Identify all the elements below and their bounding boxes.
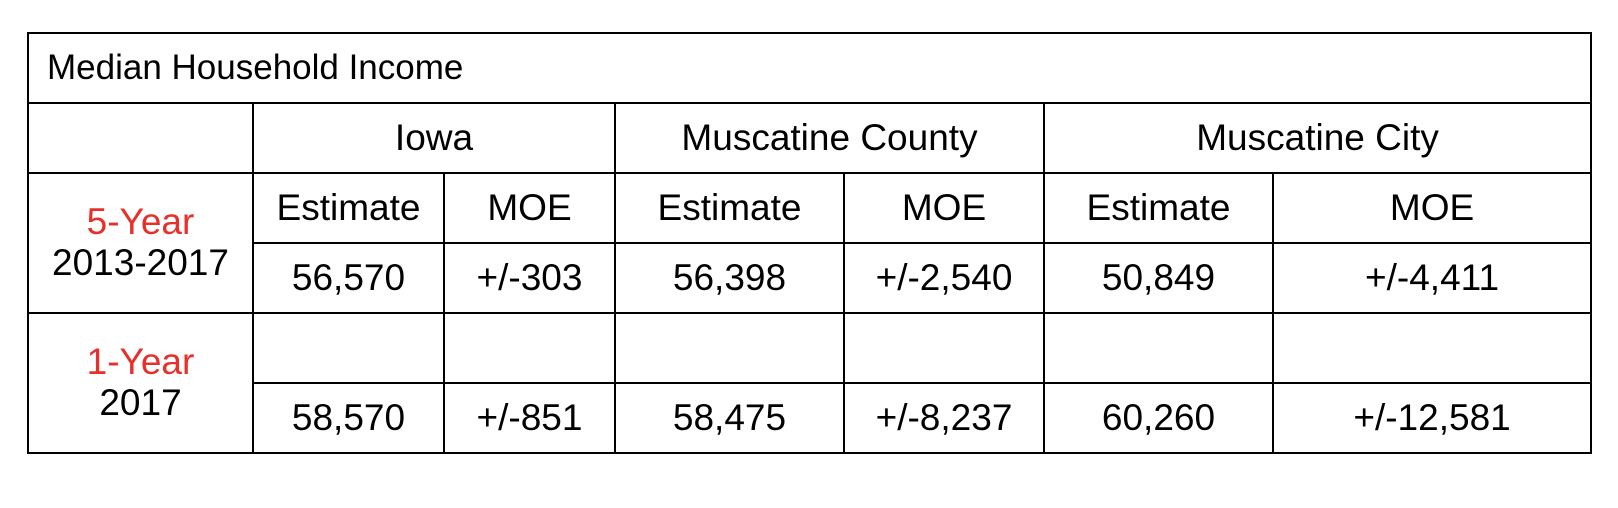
table-row: 56,570 +/-303 56,398 +/-2,540 50,849 +/-… bbox=[28, 242, 1593, 314]
column-header-row: 5-Year 2013-2017 Estimate MOE Estimate M… bbox=[27, 172, 1593, 314]
region-header-iowa: Iowa bbox=[252, 102, 616, 174]
period-label: 5-Year bbox=[86, 201, 195, 243]
empty-cell bbox=[443, 312, 616, 384]
column-header-moe: MOE bbox=[843, 172, 1045, 244]
period-cell-1-year: 1-Year 2017 bbox=[27, 312, 254, 454]
period-cell-5-year: 5-Year 2013-2017 bbox=[27, 172, 254, 314]
region-header-row: Iowa Muscatine County Muscatine City bbox=[27, 102, 1593, 174]
estimate-cell: 56,398 bbox=[614, 242, 845, 314]
estimate-cell: 56,570 bbox=[252, 242, 445, 314]
estimate-cell: 50,849 bbox=[1043, 242, 1274, 314]
column-header-estimate: Estimate bbox=[1043, 172, 1274, 244]
empty-cell bbox=[252, 312, 445, 384]
table-title: Median Household Income bbox=[26, 32, 1593, 104]
table-row: 58,570 +/-851 58,475 +/-8,237 60,260 +/-… bbox=[28, 382, 1593, 454]
region-header-muscatine-county: Muscatine County bbox=[614, 102, 1045, 174]
moe-cell: +/-4,411 bbox=[1271, 242, 1593, 314]
moe-cell: +/-851 bbox=[443, 382, 616, 454]
period-years: 2017 bbox=[99, 382, 182, 423]
estimate-cell: 58,570 bbox=[252, 382, 445, 454]
corner-cell bbox=[27, 102, 254, 174]
empty-cell bbox=[843, 312, 1045, 384]
moe-cell: +/-303 bbox=[443, 242, 616, 314]
estimate-cell: 60,260 bbox=[1043, 382, 1274, 454]
column-header-estimate: Estimate bbox=[614, 172, 845, 244]
period-years: 2013-2017 bbox=[52, 242, 229, 283]
empty-cell bbox=[1271, 312, 1593, 384]
column-header-estimate: Estimate bbox=[252, 172, 445, 244]
title-row: Median Household Income bbox=[26, 32, 1593, 104]
income-table: Median Household Income Iowa Muscatine C… bbox=[26, 32, 1593, 454]
estimate-cell: 58,475 bbox=[614, 382, 845, 454]
moe-cell: +/-8,237 bbox=[843, 382, 1045, 454]
column-header-moe: MOE bbox=[443, 172, 616, 244]
empty-cell bbox=[1043, 312, 1274, 384]
region-header-muscatine-city: Muscatine City bbox=[1042, 102, 1593, 174]
empty-cell bbox=[614, 312, 845, 384]
period-label: 1-Year bbox=[86, 341, 195, 383]
moe-cell: +/-2,540 bbox=[843, 242, 1045, 314]
moe-cell: +/-12,581 bbox=[1271, 382, 1593, 454]
column-header-moe: MOE bbox=[1271, 172, 1593, 244]
blank-row: 1-Year 2017 bbox=[27, 312, 1593, 454]
